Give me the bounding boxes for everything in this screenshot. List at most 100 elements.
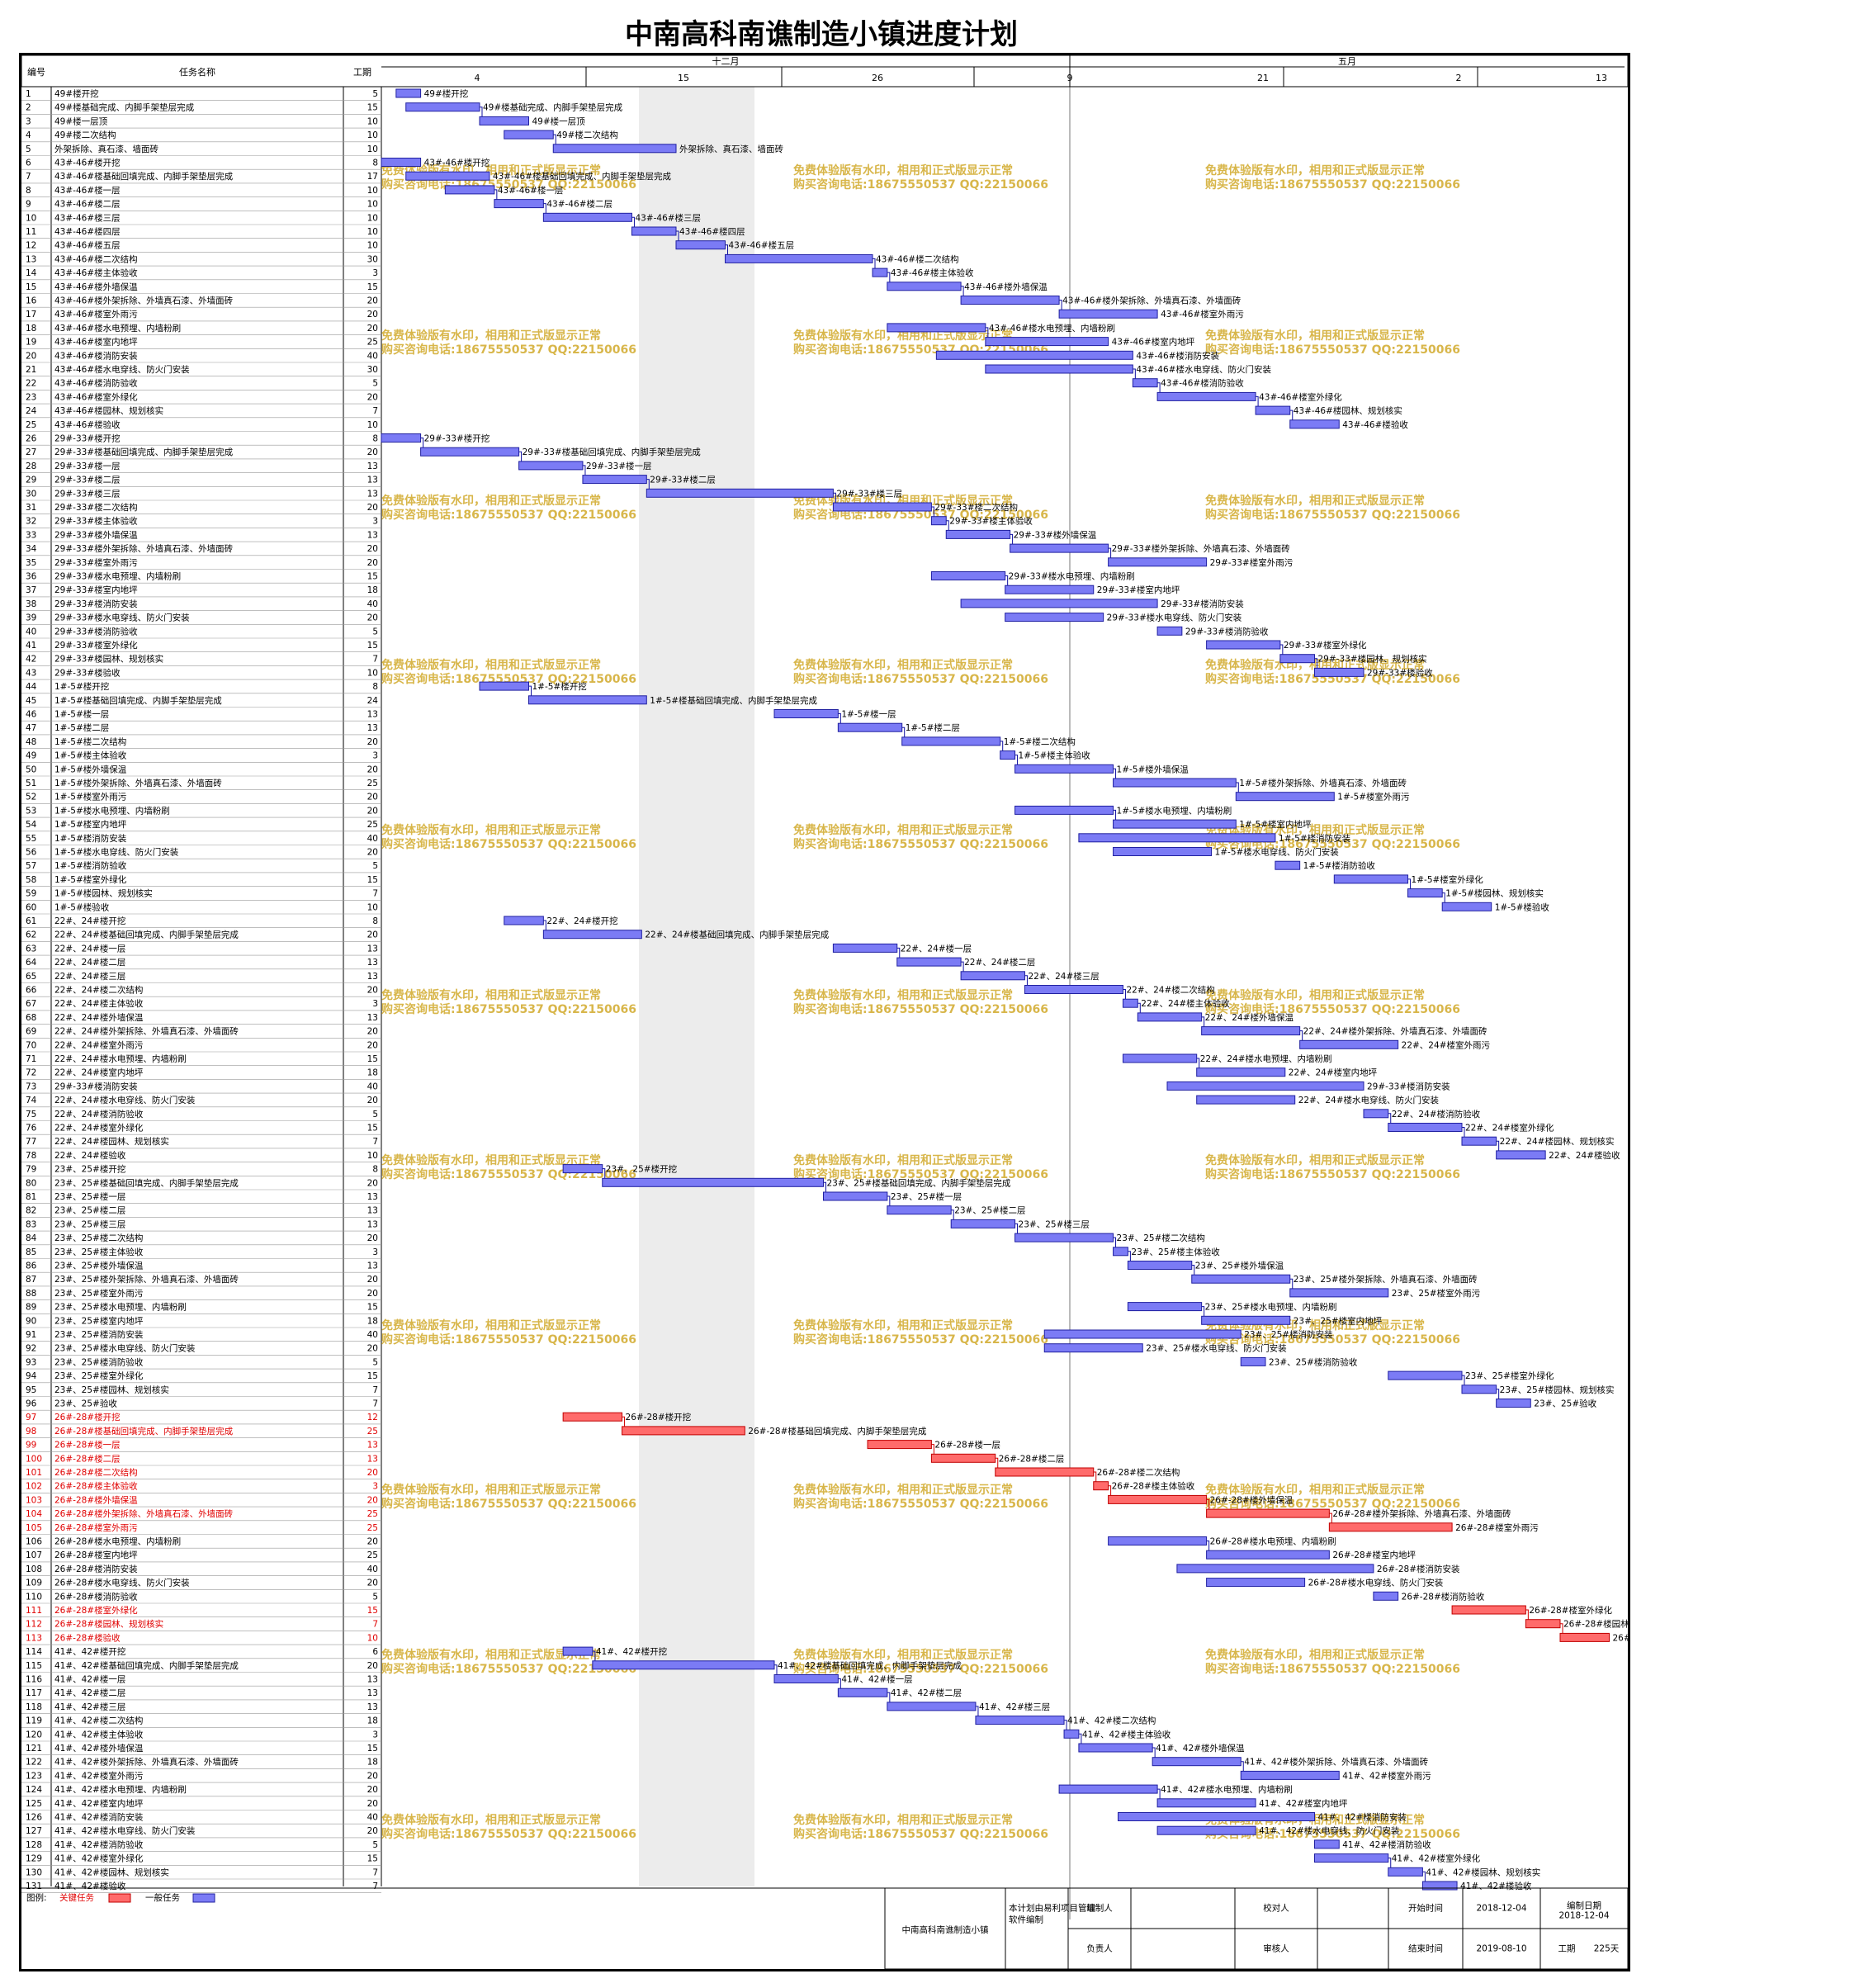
link-arrow [838, 1678, 841, 1692]
task-duration: 20 [367, 1096, 378, 1105]
task-duration: 30 [367, 254, 378, 264]
task-bar-label: 26#-28#楼水电预埋、内墙粉刷 [1210, 1536, 1336, 1547]
tick-label: 2 [1456, 73, 1462, 83]
task-bar-label: 26#-28#楼室外雨污 [1455, 1522, 1539, 1533]
task-bar [1191, 1274, 1291, 1284]
footer-responsible: 负责人 [1086, 1943, 1113, 1953]
task-no: 64 [26, 958, 37, 968]
task-no: 23 [26, 392, 36, 402]
watermark-line2: 购买咨询电话:18675550537 QQ:22150066 [381, 1662, 636, 1676]
task-bar-label: 22#、24#楼室外雨污 [1402, 1039, 1491, 1050]
link-arrow [946, 520, 949, 533]
link-arrow [1388, 1113, 1392, 1126]
task-bar [1122, 998, 1138, 1008]
task-duration: 20 [367, 613, 378, 623]
task-no: 85 [26, 1247, 36, 1257]
link-arrow [1496, 1389, 1500, 1402]
link-arrow [1078, 1733, 1082, 1746]
watermark-line2: 购买咨询电话:18675550537 QQ:22150066 [1205, 1497, 1460, 1511]
task-bar [887, 1702, 977, 1711]
task-duration: 20 [367, 1344, 378, 1354]
task-bar-label: 29#-33#楼消防安装 [1161, 599, 1244, 609]
task-bar [1461, 1136, 1497, 1146]
task-name: 43#-46#楼基础回填完成、内脚手架垫层完成 [54, 171, 234, 182]
task-duration: 20 [367, 558, 378, 568]
task-bar-label: 41#、42#楼消防验收 [1342, 1839, 1431, 1850]
task-bar-label: 22#、24#楼一层 [901, 943, 972, 954]
task-duration: 20 [367, 1495, 378, 1505]
link-arrow [1279, 644, 1284, 657]
dependency-links [420, 106, 1563, 1884]
task-bar-label: 29#-33#楼验收 [1367, 667, 1433, 678]
table-header: 编号任务名称工期十二月五月41526921213 [21, 55, 1628, 88]
task-no: 127 [26, 1826, 42, 1836]
task-duration: 13 [367, 1702, 378, 1712]
task-bar-label: 26#-28#楼二层 [999, 1453, 1065, 1464]
task-bar-label: 23#、25#楼消防验收 [1269, 1356, 1358, 1367]
task-duration: 20 [367, 1275, 378, 1285]
task-bar-label: 1#-5#楼水电穿线、防火门安装 [1215, 847, 1340, 858]
task-duration: 13 [367, 489, 378, 499]
task-no: 129 [26, 1854, 42, 1864]
link-arrow [582, 465, 586, 478]
gantt-svg: 编号任务名称工期十二月五月41526921213 149#楼开挖5249#楼基础… [21, 55, 1628, 1969]
task-duration: 15 [367, 103, 378, 113]
task-no: 41 [26, 641, 36, 651]
watermark-line2: 购买咨询电话:18675550537 QQ:22150066 [1205, 1662, 1460, 1676]
task-bar [1240, 1770, 1340, 1780]
watermark-line1: 免费体验版有水印，相用和正式版显示正常 [381, 823, 601, 837]
task-no: 49 [26, 751, 36, 761]
task-no: 46 [26, 710, 37, 720]
task-bar [837, 1687, 888, 1697]
task-bar-label: 29#-33#楼室外绿化 [1284, 640, 1367, 651]
task-duration: 24 [367, 696, 379, 706]
task-bar [887, 1205, 952, 1215]
task-name: 26#-28#楼二层 [54, 1453, 121, 1464]
task-no: 116 [26, 1675, 42, 1685]
task-no: 34 [26, 544, 37, 554]
task-bar-label: 22#、24#楼基础回填完成、内脚手架垫层完成 [645, 930, 829, 940]
task-duration: 40 [367, 351, 378, 361]
task-bar [1441, 902, 1492, 911]
task-bar [1108, 1494, 1208, 1504]
watermark-line1: 免费体验版有水印，相用和正式版显示正常 [1205, 329, 1425, 343]
task-duration: 3 [372, 517, 378, 527]
task-no: 90 [26, 1316, 36, 1326]
task-duration: 20 [367, 793, 378, 802]
task-name: 23#、25#楼室外雨污 [54, 1288, 144, 1299]
task-no: 70 [26, 1040, 36, 1050]
task-bar [832, 943, 898, 953]
task-no: 121 [26, 1744, 42, 1754]
task-bar-label: 29#-33#楼一层 [586, 461, 652, 471]
task-bar-label: 1#-5#楼园林、规划核实 [1445, 888, 1544, 899]
task-duration: 15 [367, 1124, 378, 1134]
task-bar [1314, 1853, 1389, 1863]
watermark-line1: 免费体验版有水印，相用和正式版显示正常 [381, 494, 601, 508]
task-bar-label: 29#-33#楼外架拆除、外墙真石漆、外墙面砖 [1112, 543, 1291, 554]
watermark-line2: 购买咨询电话:18675550537 QQ:22150066 [1205, 343, 1460, 357]
footer-software-note-2: 软件编制 [1009, 1914, 1043, 1924]
task-bar [1078, 1743, 1153, 1753]
task-bar [1206, 1550, 1330, 1560]
task-name: 43#-46#楼五层 [54, 240, 121, 251]
watermark-line2: 购买咨询电话:18675550537 QQ:22150066 [793, 1827, 1048, 1841]
task-no: 111 [26, 1606, 42, 1616]
task-name: 43#-46#楼室外绿化 [54, 391, 138, 402]
task-no: 87 [26, 1275, 36, 1285]
task-duration: 13 [367, 1454, 378, 1464]
task-duration: 8 [372, 916, 378, 926]
task-bar-label: 49#楼二次结构 [556, 130, 618, 140]
watermark-line1: 免费体验版有水印，相用和正式版显示正常 [793, 1153, 1013, 1167]
task-no: 81 [26, 1192, 36, 1202]
task-duration: 13 [367, 723, 378, 733]
watermark-line1: 免费体验版有水印，相用和正式版显示正常 [381, 1813, 601, 1827]
footer-start-label: 开始时间 [1408, 1902, 1443, 1913]
task-name: 22#、24#楼二次结构 [54, 985, 143, 996]
task-bar-label: 43#-46#楼一层 [498, 185, 564, 196]
task-name: 22#、24#楼水电预埋、内墙粉刷 [54, 1053, 187, 1064]
link-arrow [1241, 1761, 1244, 1774]
link-arrow [592, 1650, 596, 1664]
link-arrow [1206, 1541, 1210, 1554]
task-bar-label: 41#、42#楼水电穿线、防火门安装 [1259, 1825, 1400, 1836]
